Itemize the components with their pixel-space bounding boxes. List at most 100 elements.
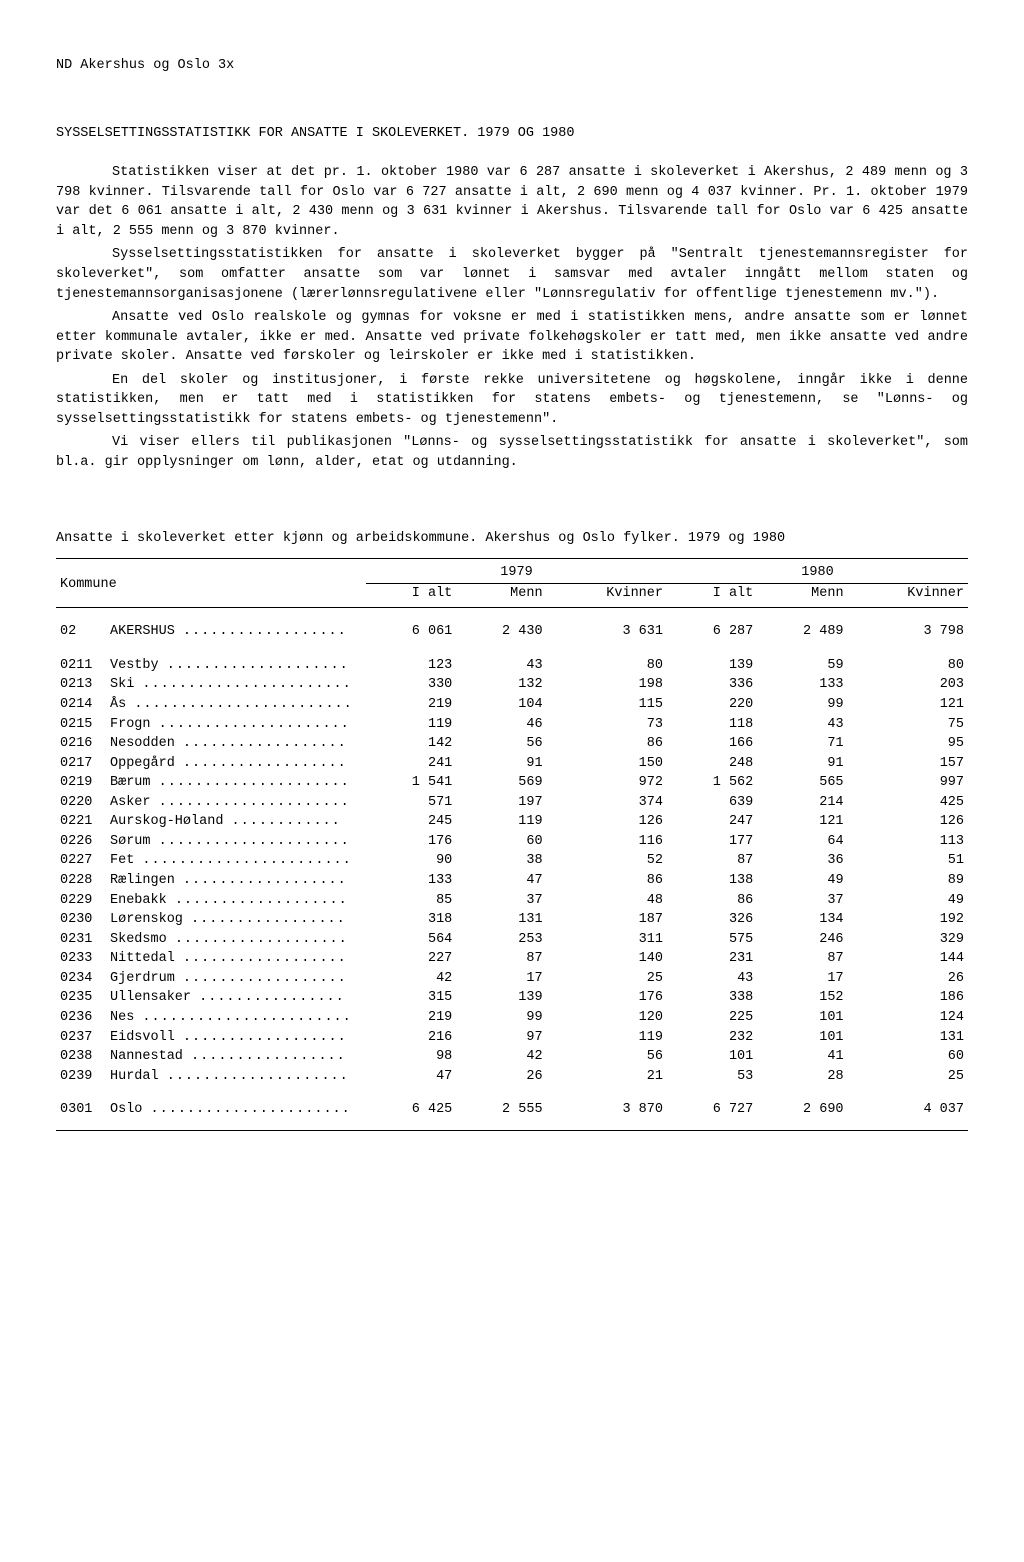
- cell-y79-ialt: 318: [366, 910, 456, 930]
- table-row: 0221Aurskog-Høland ............245119126…: [56, 812, 968, 832]
- cell-y80-kvinner: 157: [848, 754, 968, 774]
- cell-y79-ialt: 42: [366, 969, 456, 989]
- cell-y80-kvinner: 329: [848, 930, 968, 950]
- cell-y79-menn: 91: [456, 754, 546, 774]
- col-kommune: Kommune: [56, 559, 366, 608]
- table-header-row-years: Kommune 1979 1980: [56, 559, 968, 584]
- cell-y80-kvinner: 26: [848, 969, 968, 989]
- row-name: AKERSHUS ..................: [106, 608, 366, 656]
- row-code: 0234: [56, 969, 106, 989]
- cell-y79-menn: 2 555: [456, 1086, 546, 1130]
- row-name: Fet .......................: [106, 851, 366, 871]
- cell-y80-kvinner: 425: [848, 793, 968, 813]
- table-row: 0226Sørum .....................176601161…: [56, 832, 968, 852]
- col-menn-80: Menn: [757, 583, 847, 608]
- row-name: Frogn .....................: [106, 715, 366, 735]
- table-row: 0233Nittedal ..................227871402…: [56, 949, 968, 969]
- cell-y79-menn: 2 430: [456, 608, 546, 656]
- cell-y79-kvinner: 198: [547, 675, 667, 695]
- cell-y79-ialt: 241: [366, 754, 456, 774]
- cell-y79-kvinner: 3 870: [547, 1086, 667, 1130]
- cell-y79-menn: 56: [456, 734, 546, 754]
- table-row: 0237Eidsvoll ..................216971192…: [56, 1028, 968, 1048]
- table-row: 0235Ullensaker ................315139176…: [56, 988, 968, 1008]
- cell-y80-kvinner: 131: [848, 1028, 968, 1048]
- row-name: Rælingen ..................: [106, 871, 366, 891]
- col-kvinner-80: Kvinner: [848, 583, 968, 608]
- cell-y80-menn: 91: [757, 754, 847, 774]
- cell-y80-ialt: 338: [667, 988, 757, 1008]
- cell-y79-menn: 569: [456, 773, 546, 793]
- cell-y79-menn: 131: [456, 910, 546, 930]
- cell-y79-menn: 42: [456, 1047, 546, 1067]
- cell-y80-menn: 17: [757, 969, 847, 989]
- cell-y80-menn: 37: [757, 891, 847, 911]
- cell-y79-menn: 38: [456, 851, 546, 871]
- cell-y79-ialt: 6 425: [366, 1086, 456, 1130]
- cell-y79-menn: 99: [456, 1008, 546, 1028]
- table-row: 0239Hurdal ....................472621532…: [56, 1067, 968, 1087]
- cell-y79-menn: 43: [456, 656, 546, 676]
- row-code: 0215: [56, 715, 106, 735]
- row-name: Ullensaker ................: [106, 988, 366, 1008]
- row-code: 0238: [56, 1047, 106, 1067]
- row-code: 0227: [56, 851, 106, 871]
- cell-y79-menn: 97: [456, 1028, 546, 1048]
- cell-y80-ialt: 101: [667, 1047, 757, 1067]
- table-row: 0211Vestby ....................123438013…: [56, 656, 968, 676]
- row-name: Oslo ......................: [106, 1086, 366, 1130]
- row-code: 0226: [56, 832, 106, 852]
- cell-y80-menn: 41: [757, 1047, 847, 1067]
- cell-y80-kvinner: 144: [848, 949, 968, 969]
- cell-y80-kvinner: 997: [848, 773, 968, 793]
- row-name: Ås ........................: [106, 695, 366, 715]
- cell-y80-ialt: 220: [667, 695, 757, 715]
- row-name: Eidsvoll ..................: [106, 1028, 366, 1048]
- cell-y80-kvinner: 203: [848, 675, 968, 695]
- cell-y79-menn: 17: [456, 969, 546, 989]
- cell-y79-ialt: 1 541: [366, 773, 456, 793]
- cell-y80-menn: 49: [757, 871, 847, 891]
- col-ialt-79: I alt: [366, 583, 456, 608]
- cell-y79-kvinner: 126: [547, 812, 667, 832]
- cell-y80-menn: 246: [757, 930, 847, 950]
- cell-y79-ialt: 133: [366, 871, 456, 891]
- cell-y80-kvinner: 4 037: [848, 1086, 968, 1130]
- table-row: 0219Bærum .....................1 5415699…: [56, 773, 968, 793]
- header-line: ND Akershus og Oslo 3x: [56, 56, 968, 76]
- cell-y79-ialt: 245: [366, 812, 456, 832]
- cell-y79-ialt: 315: [366, 988, 456, 1008]
- cell-y79-ialt: 219: [366, 695, 456, 715]
- row-code: 0220: [56, 793, 106, 813]
- row-code: 0236: [56, 1008, 106, 1028]
- row-code: 0229: [56, 891, 106, 911]
- table-row: 0214Ås ........................219104115…: [56, 695, 968, 715]
- cell-y80-ialt: 6 727: [667, 1086, 757, 1130]
- row-code: 02: [56, 608, 106, 656]
- cell-y80-menn: 59: [757, 656, 847, 676]
- cell-y80-ialt: 177: [667, 832, 757, 852]
- cell-y80-ialt: 139: [667, 656, 757, 676]
- cell-y79-menn: 26: [456, 1067, 546, 1087]
- cell-y80-ialt: 43: [667, 969, 757, 989]
- paragraph: En del skoler og institusjoner, i første…: [56, 371, 968, 430]
- cell-y79-menn: 253: [456, 930, 546, 950]
- row-name: Skedsmo ...................: [106, 930, 366, 950]
- paragraph: Sysselsettingsstatistikken for ansatte i…: [56, 245, 968, 304]
- row-name: Enebakk ...................: [106, 891, 366, 911]
- cell-y80-menn: 134: [757, 910, 847, 930]
- cell-y79-ialt: 564: [366, 930, 456, 950]
- cell-y80-ialt: 232: [667, 1028, 757, 1048]
- cell-y79-menn: 139: [456, 988, 546, 1008]
- row-name: Ski .......................: [106, 675, 366, 695]
- cell-y80-ialt: 231: [667, 949, 757, 969]
- row-code: 0216: [56, 734, 106, 754]
- body-text: Statistikken viser at det pr. 1. oktober…: [56, 163, 968, 472]
- table-row: 0220Asker .....................571197374…: [56, 793, 968, 813]
- table-body: 02AKERSHUS ..................6 0612 4303…: [56, 608, 968, 1131]
- cell-y79-ialt: 98: [366, 1047, 456, 1067]
- cell-y79-kvinner: 73: [547, 715, 667, 735]
- cell-y79-ialt: 330: [366, 675, 456, 695]
- row-name: Gjerdrum ..................: [106, 969, 366, 989]
- table-row: 0238Nannestad .................984256101…: [56, 1047, 968, 1067]
